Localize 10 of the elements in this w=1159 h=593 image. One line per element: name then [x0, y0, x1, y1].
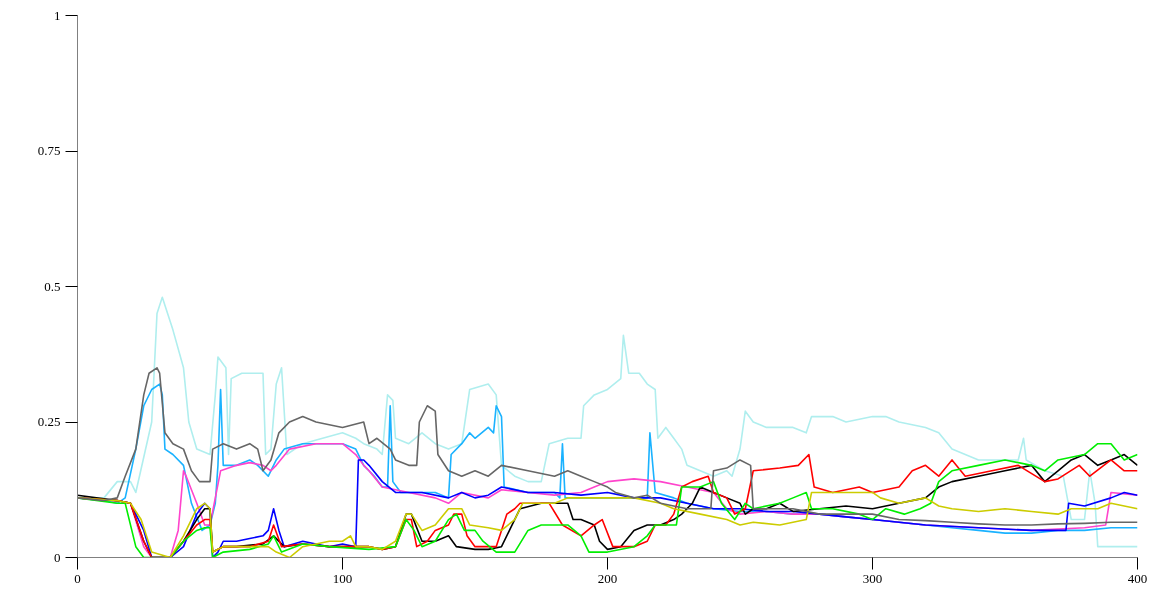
y-tick-label: 0 — [54, 549, 61, 565]
y-tick-label: 1 — [54, 7, 61, 23]
x-tick-label: 0 — [74, 570, 81, 586]
y-tick-label: 0.5 — [44, 278, 61, 294]
x-tick-label: 300 — [862, 570, 883, 586]
y-tick-label: 0.75 — [37, 143, 61, 158]
x-tick-label: 100 — [332, 570, 353, 586]
x-tick-label: 400 — [1127, 570, 1148, 586]
x-tick-label: 200 — [597, 570, 618, 586]
y-tick-label: 0.25 — [37, 414, 61, 429]
